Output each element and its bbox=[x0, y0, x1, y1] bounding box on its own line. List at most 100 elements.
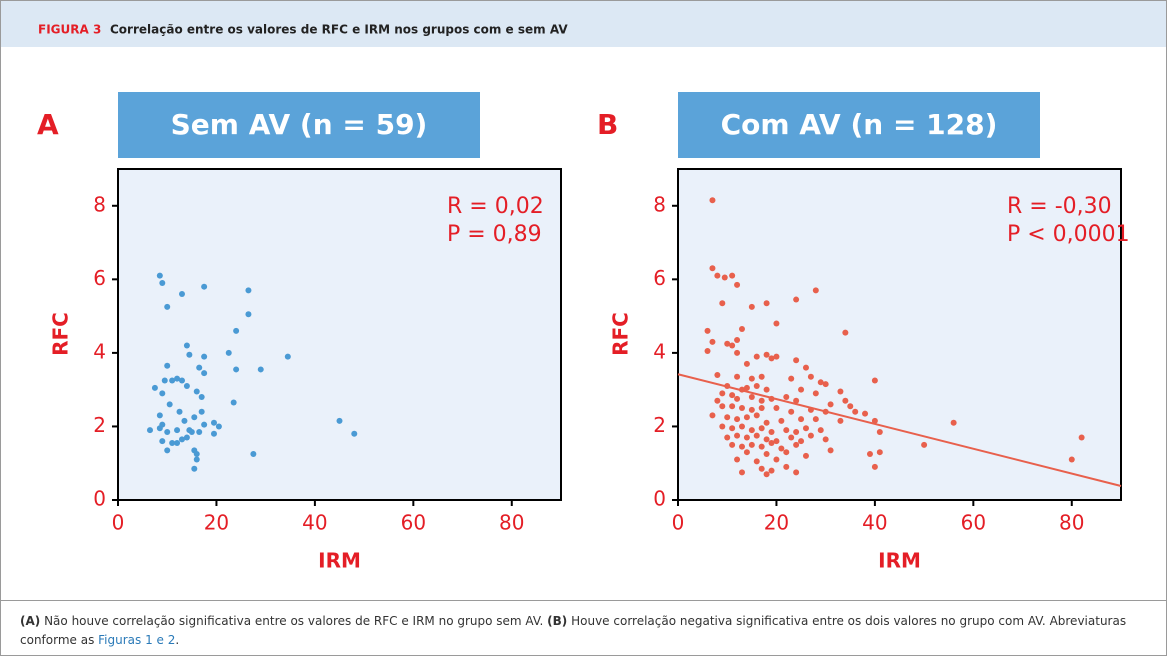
point bbox=[729, 272, 736, 279]
point bbox=[734, 395, 741, 402]
point bbox=[807, 373, 814, 380]
point bbox=[721, 274, 728, 281]
point bbox=[225, 349, 232, 356]
point bbox=[351, 430, 358, 437]
y-tick-label: 2 bbox=[653, 413, 666, 437]
x-tick-label: 0 bbox=[672, 511, 685, 535]
point bbox=[876, 449, 883, 456]
point bbox=[807, 432, 814, 439]
point bbox=[768, 355, 775, 362]
point bbox=[876, 428, 883, 435]
caption-link[interactable]: Figuras 1 e 2 bbox=[98, 633, 176, 647]
point bbox=[719, 300, 726, 307]
point bbox=[753, 382, 760, 389]
point bbox=[793, 469, 800, 476]
point bbox=[763, 419, 770, 426]
point bbox=[178, 377, 185, 384]
y-tick-label: 4 bbox=[93, 339, 106, 363]
point bbox=[778, 445, 785, 452]
point bbox=[812, 390, 819, 397]
point bbox=[188, 428, 195, 435]
point bbox=[729, 342, 736, 349]
point bbox=[837, 388, 844, 395]
point bbox=[802, 364, 809, 371]
point bbox=[734, 416, 741, 423]
chart-title: Com AV (n = 128) bbox=[721, 108, 998, 141]
point bbox=[201, 370, 208, 377]
x-tick-label: 80 bbox=[1059, 511, 1084, 535]
point bbox=[871, 377, 878, 384]
point bbox=[842, 329, 849, 336]
point bbox=[174, 439, 181, 446]
point bbox=[714, 371, 721, 378]
point bbox=[164, 362, 171, 369]
point bbox=[196, 364, 203, 371]
point bbox=[201, 421, 208, 428]
x-tick-label: 80 bbox=[499, 511, 524, 535]
point bbox=[773, 456, 780, 463]
point bbox=[193, 388, 200, 395]
point bbox=[748, 375, 755, 382]
y-tick-label: 2 bbox=[93, 413, 106, 437]
point bbox=[748, 441, 755, 448]
point bbox=[847, 403, 854, 410]
panel-label: B bbox=[597, 108, 618, 141]
point bbox=[768, 439, 775, 446]
point bbox=[827, 401, 834, 408]
point bbox=[151, 384, 158, 391]
point bbox=[186, 351, 193, 358]
point bbox=[753, 458, 760, 465]
point bbox=[159, 280, 166, 287]
point bbox=[159, 438, 166, 445]
point bbox=[748, 427, 755, 434]
point bbox=[250, 451, 257, 458]
point bbox=[758, 397, 765, 404]
point bbox=[822, 381, 829, 388]
point bbox=[164, 303, 171, 310]
point bbox=[802, 425, 809, 432]
point bbox=[753, 412, 760, 419]
point bbox=[793, 296, 800, 303]
point bbox=[773, 405, 780, 412]
point bbox=[738, 423, 745, 430]
point bbox=[230, 399, 237, 406]
y-tick-label: 0 bbox=[93, 487, 106, 511]
panel-label: A bbox=[37, 108, 59, 141]
point bbox=[763, 451, 770, 458]
point bbox=[183, 382, 190, 389]
point bbox=[156, 425, 163, 432]
point bbox=[743, 360, 750, 367]
point bbox=[193, 451, 200, 458]
separator bbox=[0, 600, 1167, 601]
point bbox=[842, 397, 849, 404]
point bbox=[793, 397, 800, 404]
point bbox=[169, 377, 176, 384]
x-tick-label: 60 bbox=[401, 511, 426, 535]
point bbox=[743, 449, 750, 456]
point bbox=[798, 386, 805, 393]
point bbox=[738, 443, 745, 450]
point bbox=[763, 436, 770, 443]
point bbox=[783, 449, 790, 456]
point bbox=[709, 197, 716, 204]
point bbox=[827, 447, 834, 454]
point bbox=[233, 327, 240, 334]
point bbox=[181, 417, 188, 424]
point bbox=[201, 353, 208, 360]
point bbox=[783, 394, 790, 401]
point bbox=[719, 390, 726, 397]
point bbox=[709, 412, 716, 419]
point bbox=[738, 405, 745, 412]
point bbox=[183, 434, 190, 441]
point bbox=[763, 300, 770, 307]
point bbox=[812, 416, 819, 423]
point bbox=[734, 456, 741, 463]
point bbox=[161, 377, 168, 384]
point bbox=[748, 394, 755, 401]
point bbox=[758, 425, 765, 432]
point bbox=[738, 469, 745, 476]
point bbox=[704, 348, 711, 355]
point bbox=[178, 436, 185, 443]
point bbox=[176, 408, 183, 415]
